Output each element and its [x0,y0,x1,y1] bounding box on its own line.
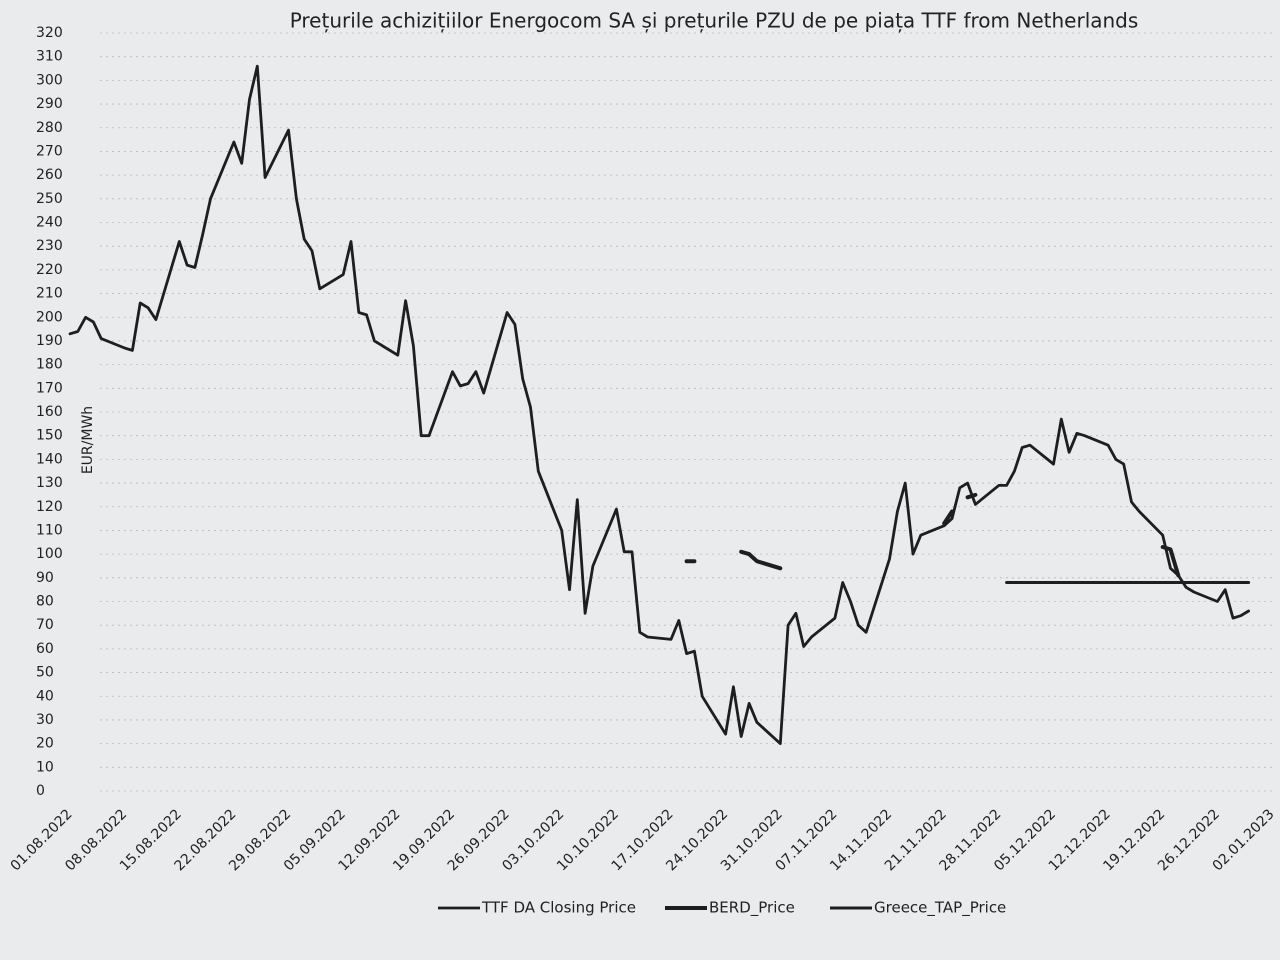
y-tick-label: 190 [36,333,63,349]
y-tick-label: 140 [36,451,63,467]
y-tick-label: 40 [36,688,54,704]
y-tick-label: 130 [36,475,63,491]
y-tick-label: 320 [36,25,63,41]
y-tick-label: 240 [36,215,63,231]
y-tick-label: 210 [36,286,63,302]
legend-label: TTF DA Closing Price [481,899,636,917]
y-tick-label: 80 [36,594,54,610]
y-tick-label: 270 [36,143,63,159]
y-tick-label: 160 [36,404,63,420]
y-tick-label: 220 [36,262,63,278]
y-tick-label: 120 [36,499,63,515]
y-tick-label: 290 [36,96,63,112]
y-tick-label: 90 [36,570,54,586]
legend-label: Greece_TAP_Price [874,899,1006,918]
y-tick-label: 150 [36,428,63,444]
series-line [68,64,1250,745]
y-tick-label: 50 [36,665,54,681]
y-tick-label: 250 [36,191,63,207]
y-tick-label: 230 [36,238,63,254]
y-axis-label: EUR/MWh [80,406,96,474]
y-tick-label: 280 [36,120,63,136]
y-tick-label: 100 [36,546,63,562]
y-tick-label: 20 [36,736,54,752]
y-tick-label: 10 [36,759,54,775]
y-tick-label: 170 [36,380,63,396]
y-tick-label: 30 [36,712,54,728]
y-tick-label: 180 [36,357,63,373]
y-tick-label: 60 [36,641,54,657]
y-tick-label: 310 [36,49,63,65]
y-tick-label: 260 [36,167,63,183]
legend-label: BERD_Price [709,899,795,918]
chart-title: Prețurile achizițiilor Energocom SA și p… [290,9,1139,33]
y-tick-label: 200 [36,309,63,325]
y-tick-label: 0 [36,783,45,799]
y-tick-label: 110 [36,522,63,538]
y-tick-label: 300 [36,72,63,88]
series-line [684,492,1181,578]
y-tick-label: 70 [36,617,54,633]
